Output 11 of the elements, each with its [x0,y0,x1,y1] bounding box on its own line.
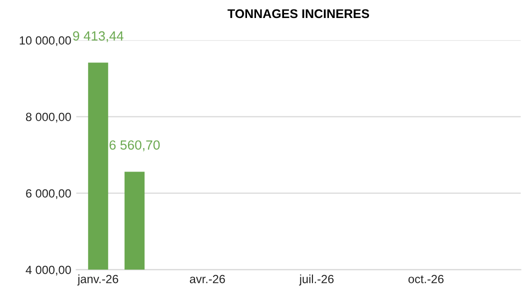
data-label: 6 560,70 [110,140,160,152]
x-tick-label: oct.-26 [408,274,444,284]
y-tick-label: 10 000,00 [20,36,71,46]
x-tick-label: janv.-26 [77,274,118,286]
y-tick-label: 4 000,00 [26,266,71,276]
chart-title: TONNAGES INCINERES [228,9,370,18]
x-tick-label: juil.-26 [299,274,334,286]
x-tick-label: avr.-26 [190,274,225,284]
y-tick-label: 8 000,00 [26,112,71,123]
y-tick-label: 6 000,00 [26,189,71,199]
data-label: 9 413,44 [73,31,124,42]
